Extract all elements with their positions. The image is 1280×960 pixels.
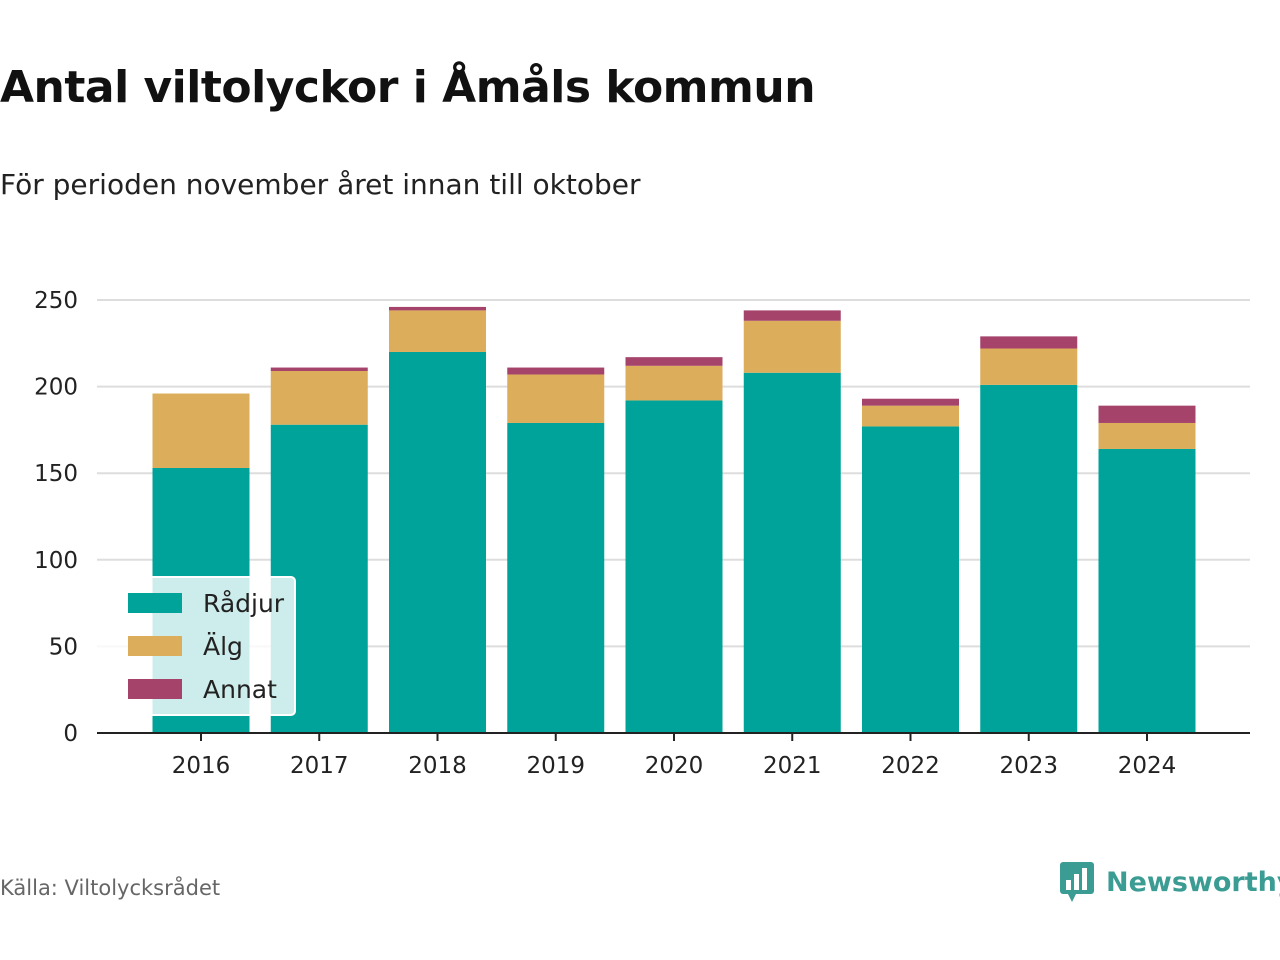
y-tick-label: 150 (34, 461, 78, 487)
bar-rådjur-2019 (507, 422, 605, 733)
x-tick-label: 2021 (763, 753, 822, 779)
x-tick-label: 2022 (881, 753, 940, 779)
chart-title: Antal viltolyckor i Åmåls kommun (0, 62, 816, 113)
bar-älg-2016 (152, 393, 250, 469)
bar-älg-2022 (862, 405, 959, 427)
x-tick-label: 2019 (526, 753, 585, 779)
legend-label: Rådjur (203, 589, 285, 618)
x-tick-label: 2016 (172, 753, 231, 779)
legend-swatch (128, 679, 182, 699)
bar-annat-2024 (1098, 405, 1196, 423)
y-tick-label: 250 (34, 288, 78, 314)
x-tick-label: 2017 (290, 753, 349, 779)
bars (152, 306, 1196, 733)
bar-älg-2020 (625, 365, 723, 401)
bar-rådjur-2018 (389, 351, 486, 733)
y-tick-label: 200 (34, 375, 78, 401)
x-tick-label: 2023 (999, 753, 1058, 779)
x-tick-label: 2018 (408, 753, 467, 779)
legend-label: Annat (203, 675, 277, 704)
bar-annat-2023 (980, 336, 1078, 349)
bar-rådjur-2020 (625, 400, 723, 733)
legend: Rådjur Älg Annat (95, 576, 296, 716)
y-tick-label: 0 (63, 721, 78, 747)
bar-älg-2023 (980, 348, 1078, 385)
bar-rådjur-2021 (743, 372, 841, 733)
x-tick-label: 2020 (645, 753, 704, 779)
bar-rådjur-2022 (862, 426, 959, 733)
legend-swatch (128, 636, 182, 656)
legend-swatch (128, 593, 182, 613)
bar-annat-2018 (389, 306, 486, 311)
source-note: Källa: Viltolycksrådet (0, 876, 221, 900)
bar-chart-badge-icon (1060, 862, 1094, 902)
brand-name: Newsworthy (1106, 866, 1280, 898)
brand-logo: Newsworthy (1058, 860, 1280, 904)
y-axis-ticks: 0 50 100 150 200 250 (34, 288, 78, 747)
bar-annat-2021 (743, 310, 841, 321)
chart-subtitle: För perioden november året innan till ok… (0, 168, 641, 201)
x-tick-label: 2024 (1118, 753, 1177, 779)
bar-annat-2019 (507, 367, 605, 375)
y-tick-label: 50 (49, 634, 78, 660)
bar-annat-2020 (625, 357, 723, 366)
bar-älg-2018 (389, 310, 486, 352)
stacked-bar-chart: 0 50 100 150 200 250 2016 2017 2018 2019 2020 2021… (34, 288, 1250, 779)
legend-label: Älg (203, 632, 243, 661)
bar-annat-2017 (270, 367, 368, 372)
bar-älg-2021 (743, 320, 841, 373)
bar-älg-2024 (1098, 422, 1196, 449)
y-tick-label: 100 (34, 548, 78, 574)
bar-annat-2022 (862, 398, 959, 406)
bar-rådjur-2024 (1098, 448, 1196, 733)
x-axis-ticks: 2016 2017 2018 2019 2020 2021 2022 2023 2024 (172, 733, 1177, 779)
bar-rådjur-2023 (980, 384, 1078, 733)
bar-älg-2019 (507, 374, 605, 423)
bar-älg-2017 (270, 371, 368, 425)
